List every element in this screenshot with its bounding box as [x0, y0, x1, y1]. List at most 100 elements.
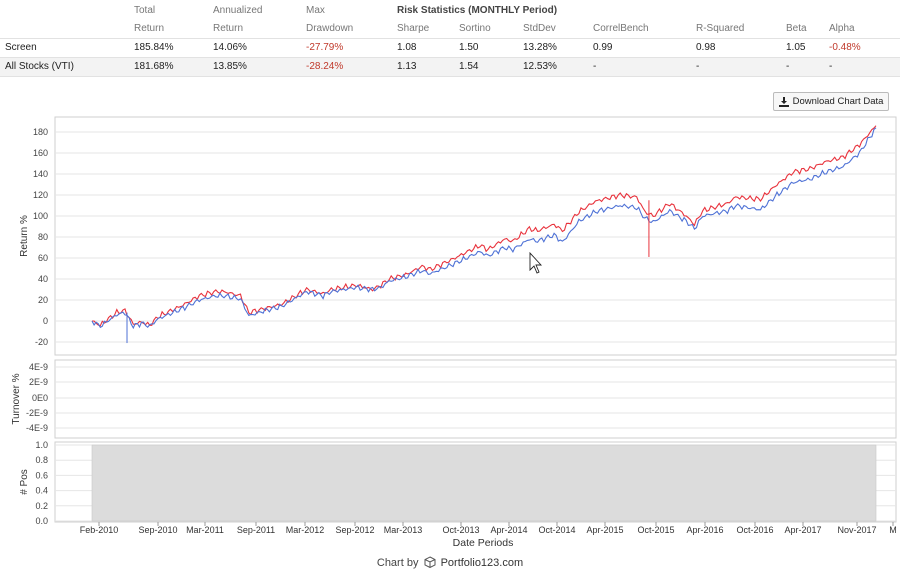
col-stddev: StdDev	[523, 23, 556, 34]
r-squared-value: 0.98	[696, 42, 716, 53]
y-axis-label: Return %	[19, 215, 30, 257]
y-tick-label: -20	[35, 337, 48, 347]
x-tick-label: Feb-2010	[80, 525, 119, 535]
max-drawdown-value: -27.79%	[306, 42, 344, 53]
sharpe-value: 1.08	[397, 42, 417, 53]
download-label: Download Chart Data	[792, 96, 884, 107]
x-tick-label: Nov-2017	[837, 525, 876, 535]
col-beta: Beta	[786, 23, 807, 34]
x-tick-label: Apr-2016	[686, 525, 723, 535]
cube-logo-icon	[424, 556, 436, 569]
y-tick-label: 120	[33, 190, 48, 200]
series-line-screen	[91, 125, 877, 327]
y-tick-label: 0E0	[32, 393, 48, 403]
col-r-squared: R-Squared	[696, 23, 745, 34]
y-tick-label: 0.6	[35, 470, 48, 480]
col-alpha: Alpha	[829, 23, 855, 34]
y-tick-label: -4E-9	[26, 423, 48, 433]
beta-value: -	[786, 61, 790, 72]
x-axis-label: Date Periods	[453, 537, 514, 549]
sortino-value: 1.50	[459, 42, 479, 53]
x-tick-label: Apr-2017	[784, 525, 821, 535]
y-tick-label: 0.4	[35, 486, 48, 496]
x-tick-label: Oct-2016	[736, 525, 773, 535]
x-tick-label: Oct-2013	[442, 525, 479, 535]
row-name: Screen	[5, 42, 37, 53]
credit-brand: Portfolio123.com	[440, 557, 524, 569]
download-icon	[778, 96, 789, 107]
col-sharpe: Sharpe	[397, 23, 430, 34]
y-tick-label: 0.2	[35, 501, 48, 511]
y-tick-label: -2E-9	[26, 408, 48, 418]
x-tick-label: Mar-2011	[186, 525, 224, 535]
x-tick-label: Sep-2010	[138, 525, 177, 535]
x-tick-label: Apr-2015	[586, 525, 623, 535]
credit-prefix: Chart by	[376, 557, 419, 569]
y-tick-label: 180	[33, 127, 48, 137]
col-correlbench: CorrelBench	[593, 23, 649, 34]
y-tick-label: 2E-9	[29, 377, 48, 387]
y-tick-label: 100	[33, 211, 48, 221]
r-squared-value: -	[696, 61, 700, 72]
y-axis-label: Turnover %	[11, 373, 22, 424]
y-tick-label: 160	[33, 148, 48, 158]
chart-credit: Chart by Portfolio123.com	[0, 556, 900, 569]
correlbench-value: 0.99	[593, 42, 613, 53]
x-tick-label: Sep-2012	[335, 525, 374, 535]
x-tick-label: Mar-2013	[384, 525, 423, 535]
x-tick-label: Oct-2015	[637, 525, 674, 535]
table-row: Screen 185.84% 14.06% -27.79% 1.08 1.50 …	[0, 39, 900, 58]
x-tick-label: Mar-2012	[286, 525, 325, 535]
risk-statistics-title: Risk Statistics (MONTHLY Period)	[397, 5, 558, 16]
sortino-value: 1.54	[459, 61, 479, 72]
table-row: All Stocks (VTI) 181.68% 13.85% -28.24% …	[0, 58, 900, 77]
panel-frame-1	[54, 116, 897, 356]
col-sortino: Sortino	[459, 23, 491, 34]
col-max-top: Max	[306, 5, 325, 16]
col-annualized-top: Annualized	[213, 5, 263, 16]
stddev-value: 12.53%	[523, 61, 557, 72]
y-tick-label: 60	[38, 253, 48, 263]
sharpe-value: 1.13	[397, 61, 417, 72]
total-return-value: 181.68%	[134, 61, 174, 72]
y-tick-label: 0	[43, 316, 48, 326]
annualized-return-value: 13.85%	[213, 61, 247, 72]
x-tick-label: Sep-2011	[237, 525, 275, 535]
x-tick-label: Oct-2014	[538, 525, 575, 535]
download-chart-data-button[interactable]: Download Chart Data	[773, 92, 889, 111]
y-tick-label: 4E-9	[29, 362, 48, 372]
y-tick-label: 0.0	[35, 516, 48, 526]
performance-chart: 180 160 140 120 100 80 60 40 20 0 -20 Return % 4E-9 2…	[11, 116, 897, 549]
x-tick-label: M	[889, 525, 897, 535]
mouse-cursor-icon	[529, 251, 543, 274]
divider	[0, 57, 900, 58]
row-name: All Stocks (VTI)	[5, 61, 74, 72]
col-max-drawdown: Drawdown	[306, 23, 354, 34]
stats-header-top: Total Annualized Max Risk Statistics (MO…	[0, 2, 900, 21]
panel-frame-2	[54, 359, 897, 439]
divider	[0, 38, 900, 39]
stddev-value: 13.28%	[523, 42, 557, 53]
annualized-return-value: 14.06%	[213, 42, 247, 53]
y-tick-label: 80	[38, 232, 48, 242]
correlbench-value: -	[593, 61, 597, 72]
x-tick-label: Apr-2014	[490, 525, 527, 535]
col-total-top: Total	[134, 5, 156, 16]
y-tick-label: 0.8	[35, 455, 48, 465]
col-annualized-return: Return	[213, 23, 244, 34]
positions-area	[91, 444, 877, 522]
alpha-value: -	[829, 61, 833, 72]
y-tick-label: 40	[38, 274, 48, 284]
col-total-return: Return	[134, 23, 165, 34]
stats-header-sub: Return Return Drawdown Sharpe Sortino St…	[0, 20, 900, 39]
y-axis-label: # Pos	[19, 469, 30, 495]
divider	[0, 76, 900, 77]
y-tick-label: 140	[33, 169, 48, 179]
series-line-benchmark	[91, 127, 877, 330]
alpha-value: -0.48%	[829, 42, 861, 53]
max-drawdown-value: -28.24%	[306, 61, 344, 72]
y-tick-label: 1.0	[35, 440, 48, 450]
total-return-value: 185.84%	[134, 42, 174, 53]
panel-frame-3	[54, 441, 897, 523]
beta-value: 1.05	[786, 42, 806, 53]
